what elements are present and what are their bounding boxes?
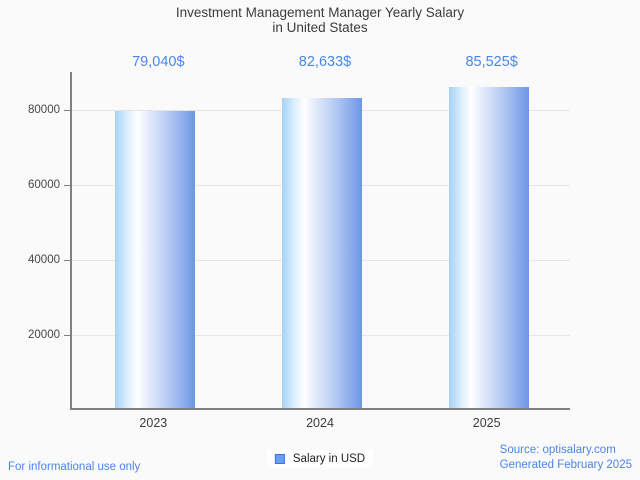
source-link[interactable]: Source: optisalary.com: [499, 444, 616, 456]
y-tick-mark: [64, 184, 70, 186]
bar-2024[interactable]: [282, 97, 362, 408]
chart-title-line1: Investment Management Manager Yearly Sal…: [175, 5, 465, 20]
y-tick-mark: [64, 334, 70, 336]
legend-swatch-icon: [274, 454, 285, 464]
value-label-2023: 79,040$: [132, 54, 185, 70]
disclaimer-text: For informational use only: [8, 461, 141, 473]
legend-label: Salary in USD: [292, 453, 366, 465]
x-label-2025: 2025: [472, 416, 501, 430]
value-label-2024: 82,633$: [298, 54, 352, 70]
y-tick-mark: [64, 259, 70, 261]
y-tick-label: 60000: [28, 178, 60, 191]
y-tick-label: 20000: [28, 328, 60, 341]
bar-2023[interactable]: [115, 111, 196, 408]
chart-title: Investment Management Manager Yearly Sal…: [0, 5, 640, 35]
plot-area: 20000 40000 60000 80000: [28, 72, 570, 410]
legend: Salary in USD: [266, 450, 374, 468]
chart-title-line2: in United States: [272, 20, 368, 35]
value-label-2025: 85,525$: [465, 54, 518, 70]
y-tick-mark: [64, 109, 70, 111]
x-label-2023: 2023: [139, 416, 168, 430]
source-note: Source: optisalary.com Generated Februar…: [500, 443, 632, 473]
y-tick-label: 40000: [28, 253, 60, 266]
y-tick-label: 80000: [28, 103, 60, 116]
bar-2025[interactable]: [448, 86, 529, 408]
generated-date: Generated February 2025: [499, 459, 632, 471]
x-label-2024: 2024: [306, 416, 334, 430]
